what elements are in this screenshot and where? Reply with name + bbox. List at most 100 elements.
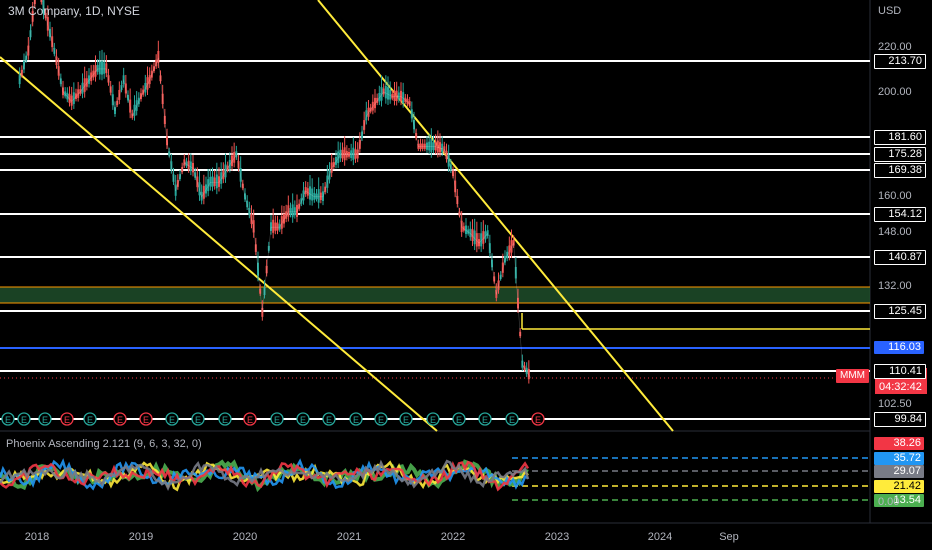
price-candle xyxy=(454,180,457,193)
earnings-marker-label: E xyxy=(326,415,332,425)
earnings-marker-label: E xyxy=(42,415,48,425)
price-candle xyxy=(159,75,162,82)
earnings-marker-label: E xyxy=(247,415,253,425)
y-tick-label: 200.00 xyxy=(878,86,912,98)
price-candle xyxy=(345,150,348,158)
price-candle xyxy=(218,176,220,187)
price-candle xyxy=(419,143,422,150)
price-candle xyxy=(148,75,151,85)
price-candle xyxy=(510,240,513,253)
price-candle xyxy=(397,92,400,100)
price-candle xyxy=(445,150,448,160)
price-candle xyxy=(200,191,203,201)
price-candle xyxy=(495,290,498,298)
price-candle xyxy=(42,0,45,14)
support-zone xyxy=(0,287,870,303)
price-candle xyxy=(332,162,335,168)
earnings-marker xyxy=(478,412,492,426)
price-candle xyxy=(374,97,376,109)
price-candle xyxy=(90,72,93,82)
earnings-marker xyxy=(83,412,97,426)
price-candle xyxy=(324,186,327,193)
price-candle xyxy=(265,265,268,274)
price-candle xyxy=(252,220,255,233)
price-candle xyxy=(198,182,201,196)
level-label: 213.70 xyxy=(874,54,926,69)
price-candle xyxy=(488,243,491,253)
price-candle xyxy=(187,160,190,170)
earnings-marker xyxy=(374,412,388,426)
price-candle xyxy=(335,156,337,165)
price-candle xyxy=(118,89,121,100)
price-candle xyxy=(467,229,470,234)
price-candle xyxy=(96,64,99,72)
price-candle xyxy=(289,208,292,215)
price-candle xyxy=(408,101,411,106)
price-candle xyxy=(287,205,290,217)
price-candle xyxy=(462,226,465,231)
price-candle xyxy=(337,151,340,164)
earnings-marker-label: E xyxy=(143,415,149,425)
y-tick-label: 102.50 xyxy=(878,398,912,410)
price-candle xyxy=(369,107,372,112)
price-candle xyxy=(250,213,253,224)
earnings-marker xyxy=(191,412,205,426)
earnings-marker xyxy=(38,412,52,426)
price-candle xyxy=(66,92,69,100)
price-candle xyxy=(181,166,184,173)
earnings-marker-label: E xyxy=(353,415,359,425)
price-candle xyxy=(228,159,231,169)
price-candle xyxy=(358,139,361,149)
price-candle xyxy=(458,211,461,216)
price-candle xyxy=(306,188,309,196)
price-candle xyxy=(254,244,257,252)
price-candle xyxy=(296,204,298,217)
price-candle xyxy=(183,159,186,166)
earnings-marker-label: E xyxy=(509,415,515,425)
price-candle xyxy=(140,93,142,100)
price-candle xyxy=(237,161,240,169)
price-candle xyxy=(239,167,242,182)
indicator-band xyxy=(0,460,530,492)
price-candle xyxy=(421,143,424,149)
earnings-marker-label: E xyxy=(64,415,70,425)
level-label: 154.12 xyxy=(874,207,926,222)
price-candle xyxy=(493,276,496,282)
price-candle xyxy=(391,94,394,99)
level-label: 116.03 xyxy=(874,341,924,354)
price-candle xyxy=(469,228,472,238)
price-candle xyxy=(29,30,32,38)
price-candle xyxy=(211,176,214,187)
price-candle xyxy=(215,174,218,189)
price-candle xyxy=(456,195,459,205)
price-candle xyxy=(315,193,318,200)
price-candle xyxy=(161,93,164,105)
indicator-level-label: 29.07 xyxy=(874,465,924,478)
price-candle xyxy=(280,216,283,229)
price-candle xyxy=(133,104,136,116)
price-candle xyxy=(185,161,188,167)
price-candle xyxy=(365,110,368,121)
earnings-marker-label: E xyxy=(456,415,462,425)
price-candle xyxy=(81,82,84,94)
price-candle xyxy=(319,192,322,201)
x-tick-label: Sep xyxy=(719,531,739,543)
price-candle xyxy=(51,36,54,48)
price-candle xyxy=(341,149,344,159)
price-candle xyxy=(57,66,60,76)
price-candle xyxy=(311,188,314,201)
earnings-marker-label: E xyxy=(535,415,541,425)
y-tick-label: 160.00 xyxy=(878,190,912,202)
price-candle xyxy=(519,331,522,337)
price-candle xyxy=(77,89,80,98)
price-candle xyxy=(382,88,385,95)
price-candle xyxy=(434,141,437,151)
price-candle xyxy=(506,251,509,259)
price-candle xyxy=(317,189,320,203)
price-candle xyxy=(517,297,519,309)
price-candle xyxy=(304,187,307,194)
price-candle xyxy=(64,91,67,97)
price-candle xyxy=(116,100,119,106)
price-candle xyxy=(449,164,452,171)
